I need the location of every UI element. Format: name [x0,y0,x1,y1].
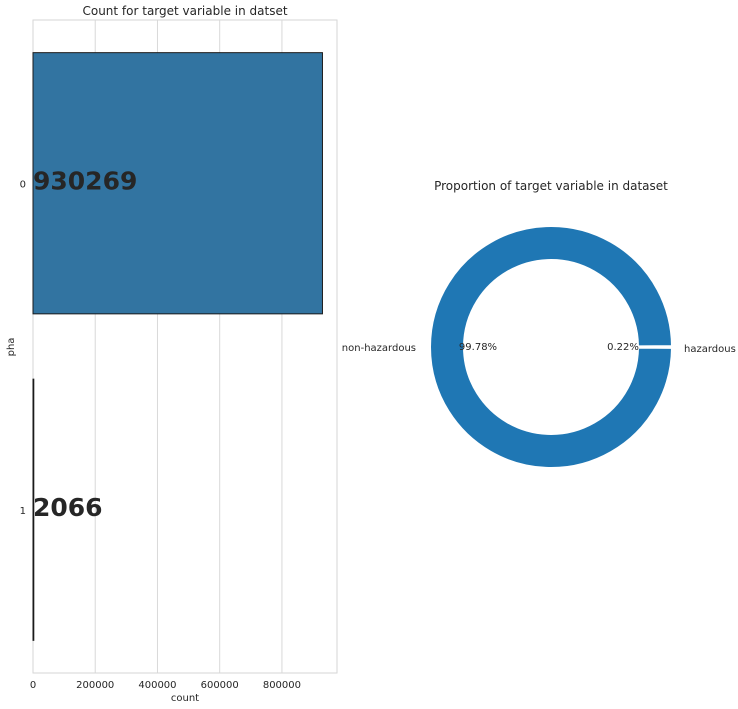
donut-chart: Proportion of target variable in dataset… [342,179,736,469]
bar-chart-bars [32,52,323,641]
bar-chart-x-tick-label: 800000 [263,680,301,691]
bar-chart-x-tick-label: 600000 [201,680,239,691]
donut-slice-non-hazardous [429,225,674,469]
bar-1 [32,378,35,641]
bar-chart-y-axis-label: pha [6,338,17,357]
bar-value-label: 930269 [33,166,137,195]
bar-0 [32,52,323,315]
bar-chart-value-labels: 930269 2066 [33,166,137,522]
donut-category-label: hazardous [684,344,736,355]
bar-chart-y-tick-label: 0 [20,179,26,190]
donut-chart-labels: non-hazardous hazardous 99.78% 0.22% [342,342,736,355]
donut-category-label: non-hazardous [342,343,416,354]
bar-chart-x-ticks: 0 200000 400000 600000 800000 [30,680,301,691]
donut-percent-label: 99.78% [459,342,497,353]
bar-chart-x-tick-label: 200000 [76,680,114,691]
bar-chart: Count for target variable in datset 01 0… [6,4,338,704]
bar-chart-x-axis-label: count [171,693,199,704]
bar-chart-x-tick-label: 0 [30,680,36,691]
bar-value-label: 2066 [33,493,103,522]
bar-chart-frame [32,19,338,674]
donut-chart-title: Proportion of target variable in dataset [434,179,668,193]
bar-chart-y-tick-label: 1 [20,506,26,517]
donut-percent-label: 0.22% [607,342,639,353]
donut-chart-slices [429,225,674,469]
bar-chart-y-ticks: 01 [20,179,26,517]
bar-chart-x-tick-label: 400000 [138,680,176,691]
bar-chart-title: Count for target variable in datset [82,4,287,18]
